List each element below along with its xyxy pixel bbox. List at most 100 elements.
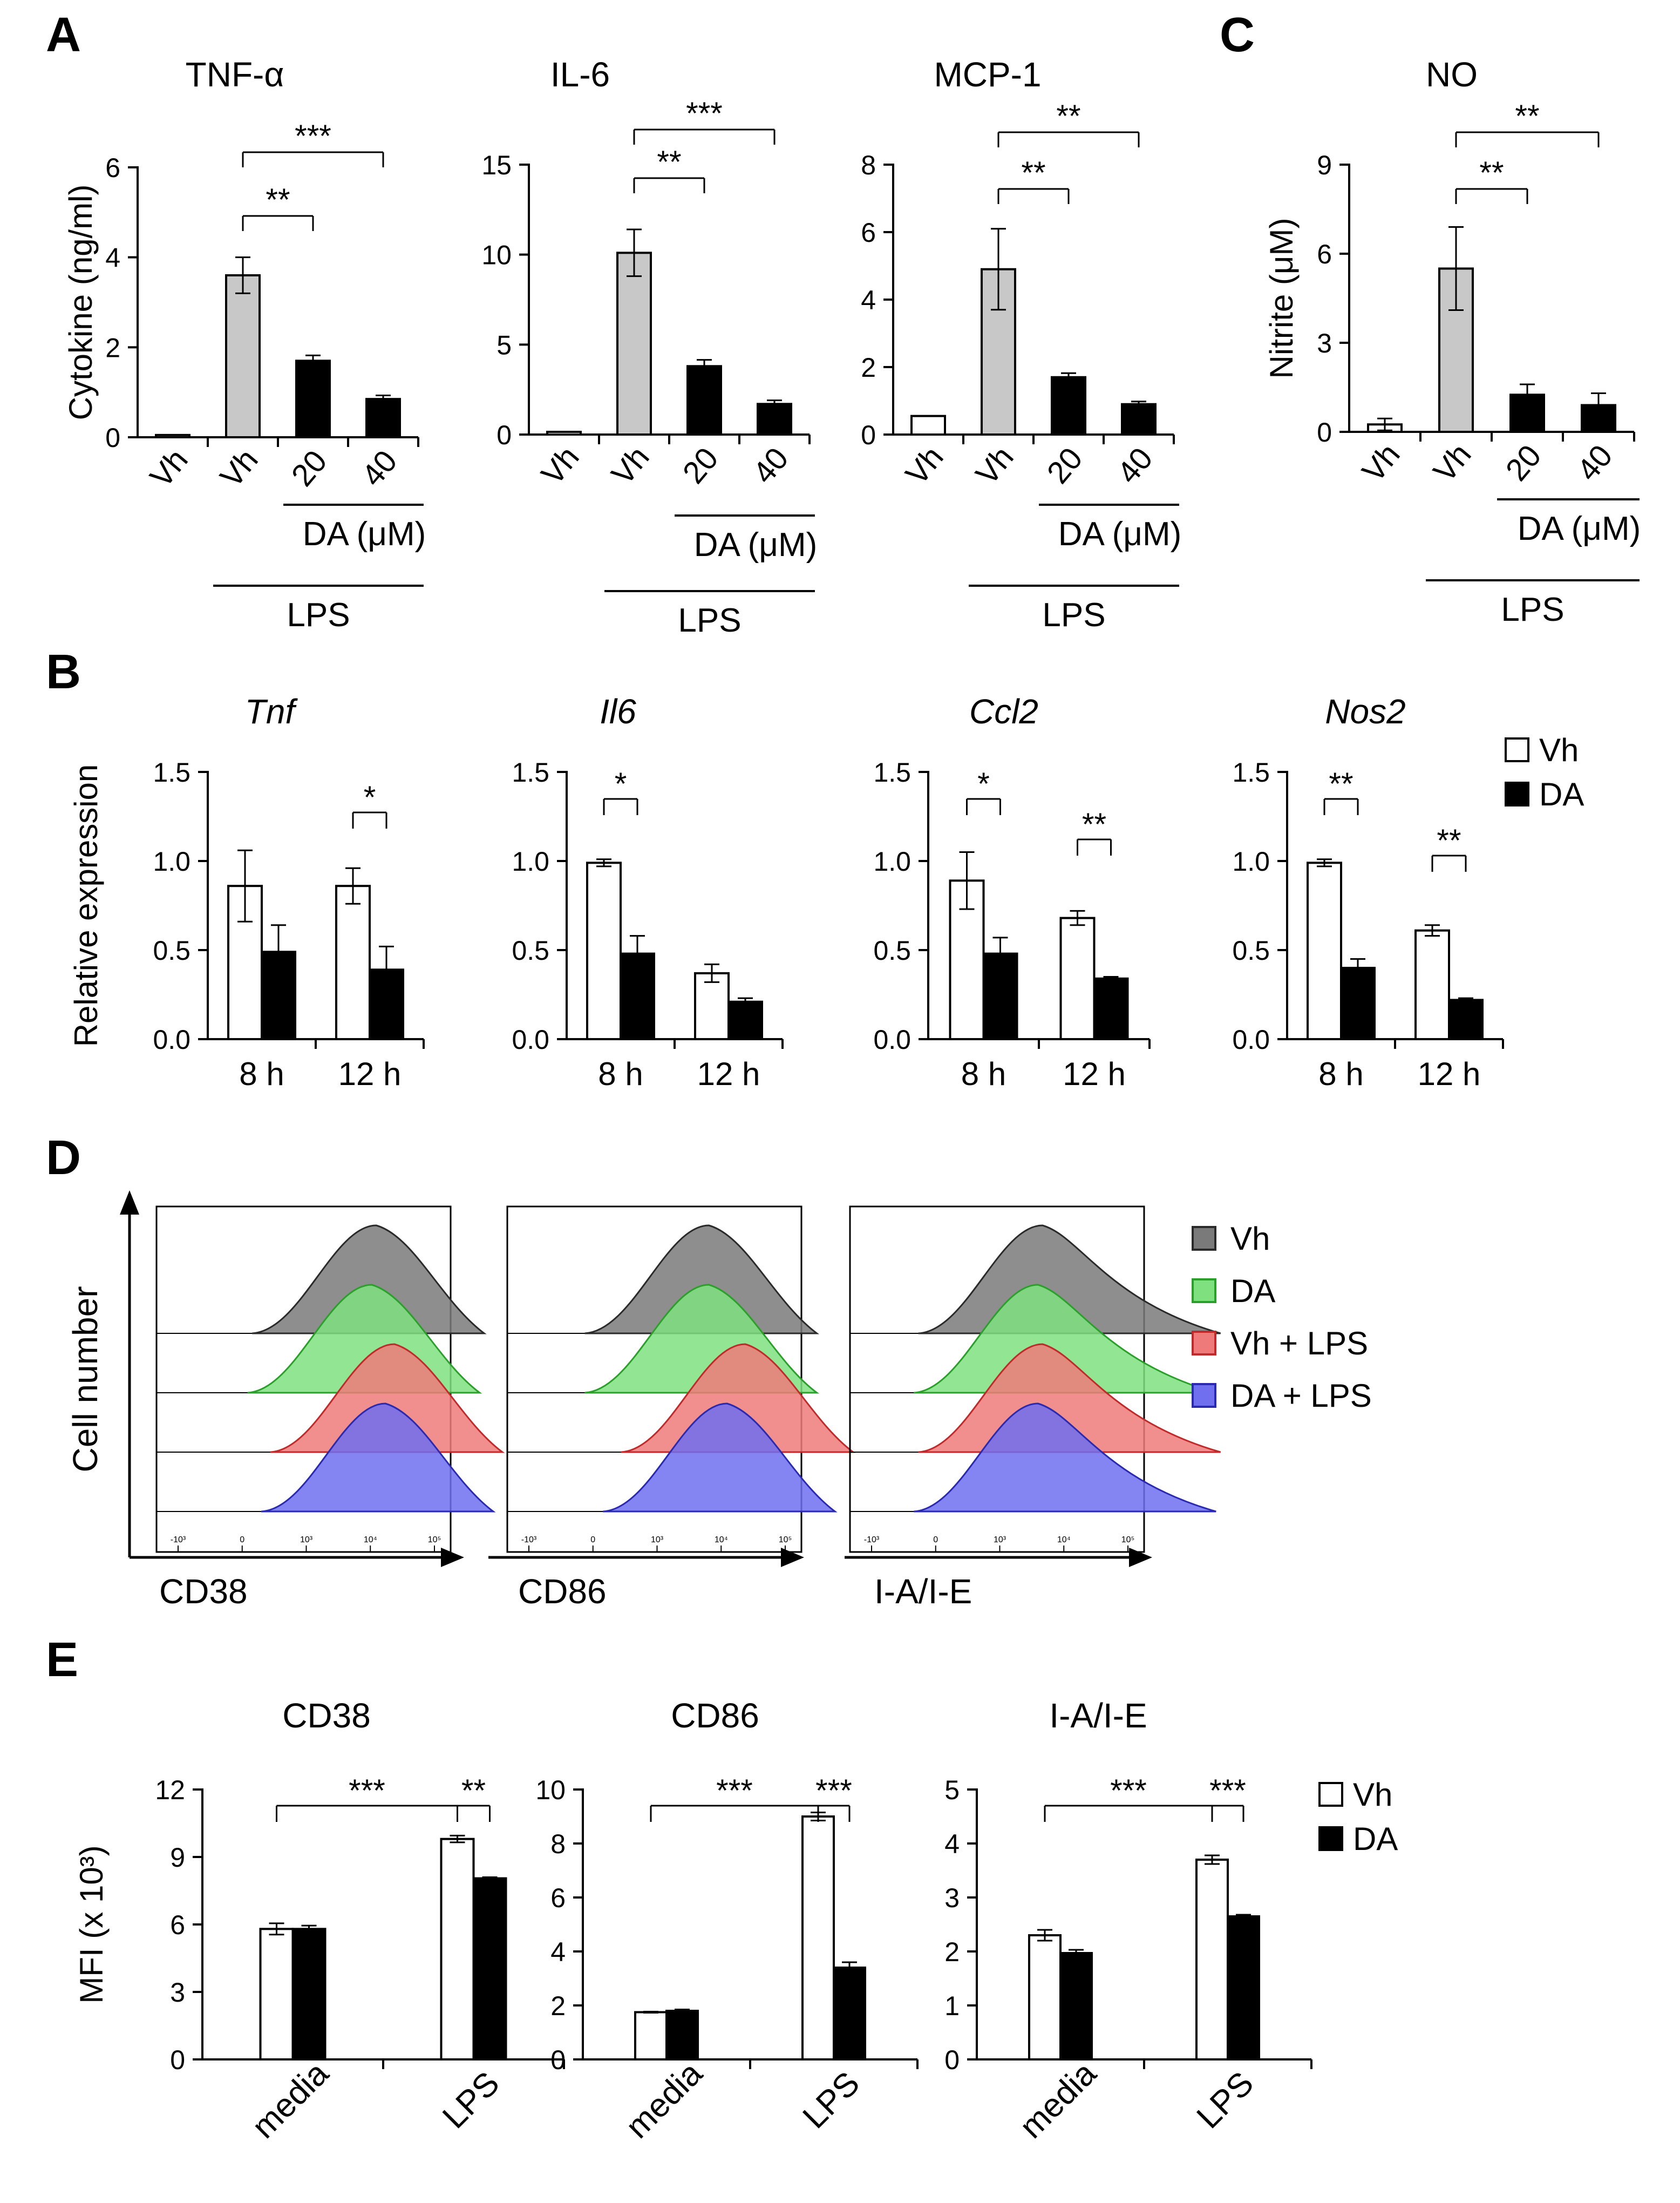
group-label: DA (μM) [694, 526, 818, 564]
group-label: DA (μM) [1518, 510, 1641, 547]
x-tick-label: Vh [1426, 437, 1478, 489]
x-axis-arrowhead [781, 1548, 804, 1567]
chart-title: Il6 [600, 692, 636, 731]
x-tick-label: 8 h [598, 1056, 643, 1092]
x-tick-label: Vh [604, 439, 656, 491]
y-tick-label: 1.0 [153, 846, 191, 877]
histogram-da-lps [603, 1402, 838, 1513]
chart-title: CD38 [282, 1696, 371, 1735]
y-tick-label: 4 [944, 1829, 960, 1859]
x-tick-label: 20 [284, 444, 334, 493]
chart-B4: Nos2 0.0 0.5 1.0 1.5 8 h 12 h ** ** Vh DA [1232, 692, 1584, 1092]
x-tick-label: 20 [1040, 441, 1089, 490]
x-axis-label: I-A/I-E [874, 1572, 972, 1611]
x-tick-label: 10⁴ [364, 1535, 377, 1544]
bar [1307, 862, 1342, 1041]
y-tick-label: 0 [944, 2045, 960, 2075]
y-tick-label: 0.0 [1232, 1025, 1270, 1055]
bar [1121, 403, 1157, 436]
bar [369, 968, 404, 1041]
y-tick-label: 3 [170, 1977, 185, 2008]
significance-label: *** [1110, 1773, 1147, 1808]
legend-swatch [1192, 1331, 1216, 1355]
y-tick-label: 0.0 [873, 1025, 911, 1055]
y-tick-label: 6 [105, 153, 120, 183]
x-tick-label: LPS [796, 2065, 867, 2136]
x-tick-label: 8 h [1318, 1056, 1363, 1092]
legend-label: DA [1230, 1273, 1275, 1309]
x-tick-label: 0 [240, 1535, 244, 1544]
y-tick-label: 0.5 [153, 936, 191, 966]
x-tick-label: Vh [143, 442, 194, 494]
bar [1414, 929, 1450, 1040]
significance-label: ** [461, 1773, 486, 1808]
legend-swatch-vh [1318, 1782, 1343, 1807]
x-axis-label: CD38 [159, 1572, 248, 1611]
x-axis-arrowhead [441, 1548, 464, 1567]
y-tick-label: 0.0 [512, 1025, 549, 1055]
treatment-label: LPS [678, 602, 741, 639]
bar [1448, 999, 1484, 1041]
chart-A3: MCP-1 0 2 4 6 8 Vh Vh 20 40 ** ** DA (μM) LPS [861, 55, 1181, 634]
bar [472, 1877, 507, 2060]
panel-label-A: A [46, 8, 81, 62]
bar [910, 415, 946, 436]
chart-title: IL-6 [550, 55, 610, 94]
y-tick-label: 1.0 [512, 846, 549, 877]
y-axis-label: Relative expression [68, 764, 104, 1047]
x-tick-label: -10³ [171, 1535, 186, 1544]
histogram-vh [584, 1224, 819, 1334]
y-tick-label: 0 [861, 420, 876, 450]
y-tick-label: 0.5 [1232, 936, 1270, 966]
y-tick-label: 4 [861, 285, 876, 315]
chart-E2: CD86 0 2 4 6 8 10 media LPS *** *** [535, 1696, 919, 2146]
bar [833, 1967, 866, 2060]
x-tick-label: LPS [1190, 2065, 1261, 2136]
y-tick-label: 12 [155, 1775, 185, 1805]
legend-swatch-da [1505, 782, 1529, 806]
y-tick-label: 5 [944, 1775, 960, 1805]
y-tick-label: 4 [105, 243, 120, 273]
bar [335, 885, 371, 1040]
chart-title: Nos2 [1325, 692, 1405, 731]
treatment-label: LPS [1501, 591, 1564, 628]
chart-B1: Tnf Relative expression 0.0 0.5 1.0 1.5 8 h 12 … [68, 692, 425, 1092]
bar [291, 1928, 327, 2060]
y-tick-label: 6 [170, 1910, 185, 1940]
y-tick-label: 8 [861, 150, 876, 180]
chart-title: NO [1426, 55, 1478, 94]
legend-label: DA [1353, 1821, 1398, 1857]
x-tick-label: 10⁴ [1057, 1535, 1071, 1544]
significance-label: ** [1437, 823, 1461, 858]
x-tick-label: media [618, 2055, 710, 2146]
x-tick-label: 10³ [994, 1535, 1006, 1544]
bar [1195, 1859, 1229, 2060]
legend-swatch [1192, 1226, 1216, 1251]
y-tick-label: 1.0 [873, 846, 911, 877]
significance-label: *** [815, 1773, 852, 1808]
panel-label-B: B [46, 645, 81, 699]
x-tick-label: 10³ [300, 1535, 313, 1544]
y-tick-label: 6 [861, 218, 876, 248]
y-tick-label: 15 [481, 150, 512, 180]
y-tick-label: 3 [944, 1883, 960, 1913]
y-tick-label: 2 [105, 333, 120, 363]
y-tick-label: 0 [550, 2045, 566, 2075]
bar [295, 360, 331, 438]
significance-label: ** [1021, 155, 1045, 191]
bar [259, 1928, 294, 2060]
chart-title: Ccl2 [969, 692, 1038, 731]
legend-swatch [1192, 1278, 1216, 1303]
y-tick-label: 0.5 [512, 936, 549, 966]
y-tick-label: 2 [861, 353, 876, 383]
x-tick-label: Vh [899, 439, 950, 491]
histogram-da-lps [914, 1402, 1216, 1513]
histogram-da [914, 1284, 1216, 1394]
x-tick-label: 40 [746, 441, 795, 490]
legend-swatch [1192, 1383, 1216, 1408]
treatment-label: LPS [1042, 596, 1105, 634]
chart-title: CD86 [671, 1696, 759, 1735]
bar [727, 1000, 763, 1040]
